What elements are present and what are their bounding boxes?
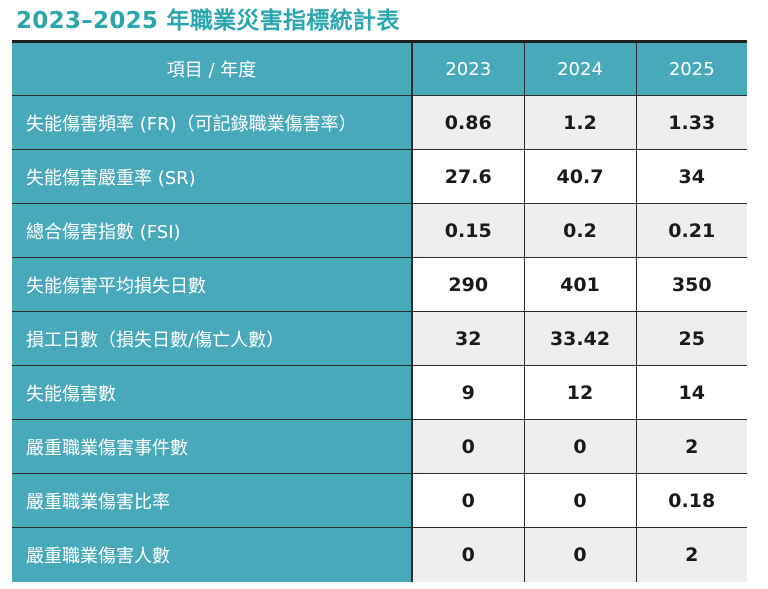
cell-value: 0 [411,473,525,528]
cell-value: 33.42 [523,311,637,366]
page-title: 2023–2025 年職業災害指標統計表 [16,8,400,34]
cell-value: 12 [523,365,637,420]
indicator-table: 項目 / 年度 2023 2024 2025 失能傷害頻率 (FR)（可記錄職業… [12,43,747,582]
cell-value: 0.2 [523,203,637,258]
cell-value: 350 [635,257,747,312]
cell-value: 2 [635,419,747,474]
row-label: 損工日數（損失日數/傷亡人數） [12,311,413,366]
cell-value: 14 [635,365,747,420]
table-row: 失能傷害嚴重率 (SR) 27.6 40.7 34 [12,149,747,204]
cell-value: 0.86 [411,95,525,150]
table-row: 嚴重職業傷害事件數 0 0 2 [12,419,747,474]
cell-value: 0 [411,527,525,582]
cell-value: 32 [411,311,525,366]
cell-value: 0.18 [635,473,747,528]
cell-value: 27.6 [411,149,525,204]
table-row: 嚴重職業傷害比率 0 0 0.18 [12,473,747,528]
cell-value: 0 [523,527,637,582]
table-row: 失能傷害平均損失日數 290 401 350 [12,257,747,312]
header-item-year: 項目 / 年度 [12,43,413,96]
table-row: 損工日數（損失日數/傷亡人數） 32 33.42 25 [12,311,747,366]
row-label: 失能傷害數 [12,365,413,420]
row-label: 失能傷害嚴重率 (SR) [12,149,413,204]
cell-value: 2 [635,527,747,582]
row-label: 嚴重職業傷害比率 [12,473,413,528]
header-year-2023: 2023 [411,43,525,96]
header-year-2025: 2025 [635,43,747,96]
row-label: 失能傷害頻率 (FR)（可記錄職業傷害率） [12,95,413,150]
row-label: 嚴重職業傷害人數 [12,527,413,582]
table-row: 失能傷害頻率 (FR)（可記錄職業傷害率） 0.86 1.2 1.33 [12,95,747,150]
cell-value: 0.15 [411,203,525,258]
cell-value: 0 [411,419,525,474]
statistics-table: 項目 / 年度 2023 2024 2025 失能傷害頻率 (FR)（可記錄職業… [12,40,747,582]
cell-value: 0 [523,473,637,528]
row-label: 嚴重職業傷害事件數 [12,419,413,474]
table-row: 總合傷害指數 (FSI) 0.15 0.2 0.21 [12,203,747,258]
row-label: 總合傷害指數 (FSI) [12,203,413,258]
table-row: 嚴重職業傷害人數 0 0 2 [12,527,747,582]
cell-value: 40.7 [523,149,637,204]
cell-value: 1.33 [635,95,747,150]
cell-value: 0 [523,419,637,474]
cell-value: 0.21 [635,203,747,258]
cell-value: 34 [635,149,747,204]
cell-value: 290 [411,257,525,312]
cell-value: 25 [635,311,747,366]
cell-value: 9 [411,365,525,420]
header-year-2024: 2024 [523,43,637,96]
row-label: 失能傷害平均損失日數 [12,257,413,312]
cell-value: 1.2 [523,95,637,150]
cell-value: 401 [523,257,637,312]
header-row: 項目 / 年度 2023 2024 2025 [12,43,747,96]
table-row: 失能傷害數 9 12 14 [12,365,747,420]
